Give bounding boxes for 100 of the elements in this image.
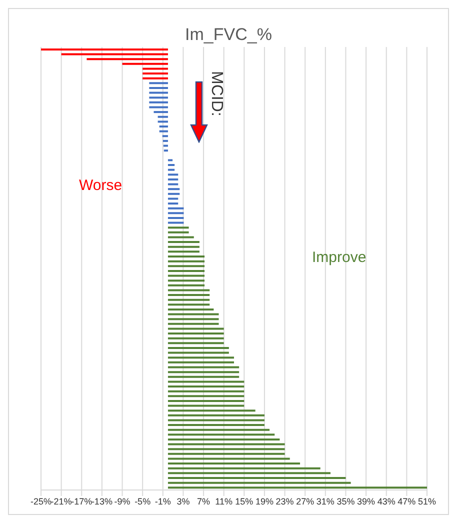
bar <box>168 298 210 301</box>
bar <box>168 192 180 195</box>
bar <box>168 404 244 407</box>
x-tick-label: -9% <box>114 496 130 506</box>
bar <box>168 376 240 378</box>
bar <box>168 448 285 450</box>
bar <box>149 96 168 99</box>
bar <box>168 467 320 470</box>
bar <box>149 86 168 89</box>
bar <box>168 256 205 258</box>
bar <box>163 144 168 147</box>
bar <box>168 458 290 460</box>
bar <box>168 164 175 166</box>
bar <box>122 62 168 65</box>
x-tick-label: -17% <box>71 496 92 506</box>
bar <box>168 328 224 330</box>
bar <box>168 174 178 176</box>
x-tick-label: 7% <box>197 496 210 506</box>
x-tick-label: -1% <box>154 496 171 506</box>
x-tick-label: 51% <box>418 496 436 506</box>
bar <box>168 289 210 292</box>
bar <box>168 274 205 277</box>
bar <box>168 226 189 229</box>
bar <box>142 77 168 80</box>
bar <box>168 212 184 214</box>
x-tick-label: 31% <box>316 496 334 506</box>
bar <box>168 346 229 349</box>
bar <box>168 198 178 200</box>
bar <box>162 135 168 138</box>
chart-title: Im_FVC_% <box>184 25 273 45</box>
bar <box>168 202 178 205</box>
bar <box>164 150 168 152</box>
bar <box>168 250 200 253</box>
bar <box>158 120 168 123</box>
bar <box>168 386 244 388</box>
bar <box>149 82 168 84</box>
bar <box>168 410 256 412</box>
bar <box>168 419 264 422</box>
bar <box>149 101 168 104</box>
x-tick-label: -5% <box>134 496 151 506</box>
bar <box>86 58 168 60</box>
x-tick-label: -21% <box>50 496 72 506</box>
bar <box>158 116 168 118</box>
bar <box>168 352 229 354</box>
bar <box>159 125 168 128</box>
bar <box>168 337 224 340</box>
bar <box>168 428 270 431</box>
bar <box>168 361 234 364</box>
bar <box>168 284 205 286</box>
x-tick-label: 27% <box>296 496 314 506</box>
bar <box>168 318 219 320</box>
bar <box>168 342 224 344</box>
x-tick-label: 19% <box>255 496 274 506</box>
bar <box>168 371 240 374</box>
bar <box>168 356 234 359</box>
annotation: MCID: <box>207 71 225 116</box>
bar <box>168 366 240 368</box>
bar <box>168 380 244 383</box>
bar <box>41 48 168 50</box>
x-tick-label: 15% <box>235 496 254 506</box>
bar <box>61 53 168 56</box>
x-tick-label: -25% <box>30 496 52 506</box>
bar <box>168 222 184 224</box>
bar <box>149 92 168 94</box>
x-tick-label: 47% <box>398 496 416 506</box>
bar <box>168 246 200 248</box>
bar <box>168 472 330 474</box>
bar <box>168 236 194 238</box>
bar <box>168 390 244 392</box>
bar <box>168 424 264 426</box>
x-tick-label: 35% <box>336 496 355 506</box>
x-tick-label: 39% <box>357 496 376 506</box>
bar <box>154 111 168 114</box>
bar <box>168 265 205 268</box>
x-tick-label: 3% <box>176 496 190 506</box>
bar <box>168 168 175 171</box>
bar <box>168 304 210 306</box>
bar <box>159 130 168 132</box>
bar <box>142 72 168 75</box>
bar <box>168 322 219 325</box>
annotation: Worse <box>79 177 122 194</box>
bar <box>168 280 205 282</box>
bar <box>168 231 189 234</box>
bar <box>168 241 200 244</box>
x-tick-label: 43% <box>377 496 396 506</box>
bar <box>168 183 178 186</box>
bar <box>168 270 205 272</box>
bar <box>168 308 214 310</box>
bar <box>149 106 168 108</box>
bar <box>162 140 168 142</box>
bar <box>168 395 244 398</box>
bar <box>168 400 244 402</box>
bar <box>168 452 285 455</box>
bar <box>168 207 184 210</box>
bar <box>168 188 180 190</box>
x-tick-label: -13% <box>91 496 112 506</box>
bar <box>168 414 264 416</box>
bar <box>168 159 173 162</box>
bar <box>168 294 210 296</box>
bar <box>168 434 275 436</box>
